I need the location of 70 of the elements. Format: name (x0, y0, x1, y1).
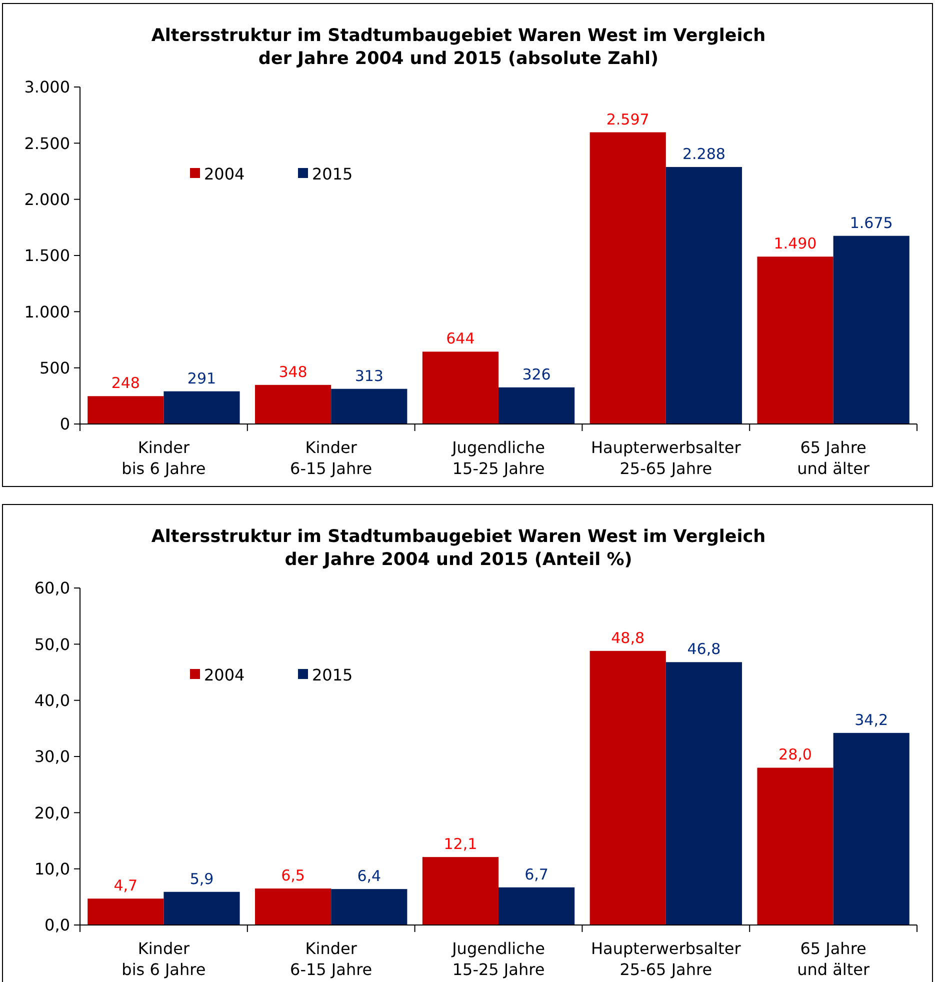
data-label: 34,2 (854, 710, 888, 729)
y-tick-label: 50,0 (34, 634, 70, 654)
data-label: 2.597 (606, 110, 650, 128)
data-label: 326 (522, 365, 551, 384)
x-tick-label: Kinder 6-15 Jahre (290, 939, 372, 979)
bar (757, 256, 834, 424)
bar (498, 387, 575, 424)
bar (422, 857, 498, 925)
chart-title: Altersstruktur im Stadtumbaugebiet Waren West im Vergleich der Jahre 2004 und 2015 (Anteil %) (151, 527, 766, 570)
bar (331, 889, 408, 925)
legend-label: 2015 (312, 164, 353, 184)
y-tick-label: 2.500 (24, 134, 70, 153)
data-label: 48,8 (611, 628, 645, 647)
y-tick-label: 500 (39, 358, 70, 378)
y-tick-label: 0,0 (44, 916, 70, 935)
chart-title: Altersstruktur im Stadtumbaugebiet Waren West im Vergleich der Jahre 2004 und 2015 (absolute Zahl) (151, 26, 766, 69)
bar (255, 888, 332, 925)
data-label: 644 (446, 330, 475, 348)
data-label: 1.490 (774, 234, 817, 253)
bar (498, 887, 575, 925)
bar (255, 384, 332, 424)
data-label: 313 (354, 366, 384, 385)
x-tick-label: Jugendliche 15-25 Jahre (451, 939, 545, 979)
x-tick-label: 65 Jahre und älter (797, 438, 870, 478)
data-label: 2.288 (682, 144, 726, 163)
bar (666, 662, 742, 925)
bar (757, 768, 834, 925)
y-tick-label: 40,0 (34, 690, 70, 710)
data-label: 348 (278, 362, 308, 381)
data-label: 46,8 (687, 640, 721, 658)
x-tick-label: Kinder bis 6 Jahre (122, 438, 206, 478)
x-tick-label: Jugendliche 15-25 Jahre (451, 438, 545, 478)
x-tick-label: 65 Jahre und älter (797, 939, 870, 979)
bar (833, 732, 910, 925)
legend-label: 2004 (204, 666, 245, 685)
bar (331, 388, 408, 424)
data-label: 5,9 (190, 870, 214, 888)
y-tick-label: 0 (60, 414, 70, 434)
y-tick-label: 10,0 (34, 859, 70, 878)
bar (666, 166, 742, 424)
data-label: 248 (111, 374, 140, 392)
y-tick-label: 3.000 (24, 78, 70, 97)
x-tick-label: Kinder 6-15 Jahre (290, 438, 372, 478)
y-tick-label: 1.500 (24, 246, 70, 266)
x-tick-label: Haupterwerbsalter 25-65 Jahre (591, 438, 742, 478)
bar (590, 650, 666, 925)
bar (164, 892, 240, 925)
data-label: 6,5 (281, 866, 305, 884)
data-label: 291 (187, 369, 216, 388)
bar (833, 236, 910, 424)
y-tick-label: 30,0 (34, 747, 70, 766)
y-tick-label: 60,0 (34, 578, 70, 598)
bar (88, 898, 164, 925)
legend-label: 2004 (204, 164, 245, 184)
y-tick-label: 2.000 (24, 190, 70, 209)
data-label: 12,1 (444, 835, 478, 854)
data-label: 1.675 (850, 214, 893, 232)
legend-label: 2015 (312, 666, 353, 685)
data-label: 28,0 (778, 746, 812, 764)
x-tick-label: Kinder bis 6 Jahre (122, 939, 206, 979)
bar (590, 132, 666, 424)
data-label: 6,4 (357, 867, 382, 886)
bar (88, 396, 164, 424)
y-tick-label: 1.000 (24, 302, 70, 322)
x-tick-label: Haupterwerbsalter 25-65 Jahre (591, 939, 742, 979)
bar (164, 391, 240, 424)
data-label: 4,7 (114, 876, 138, 895)
bar (422, 352, 498, 424)
data-label: 6,7 (524, 865, 548, 884)
y-tick-label: 20,0 (34, 803, 70, 822)
